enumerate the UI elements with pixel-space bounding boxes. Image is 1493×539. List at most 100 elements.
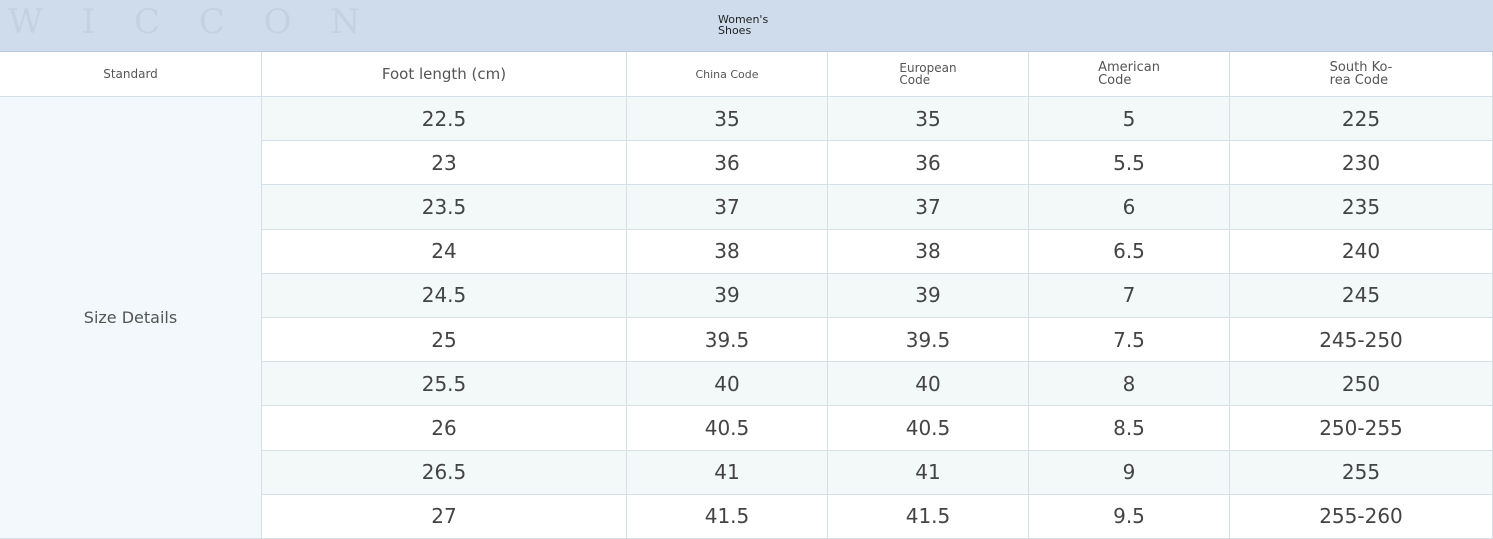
cell-text: 9.5 [1113, 504, 1145, 529]
cell-text: 255 [1341, 460, 1381, 485]
header-line: American [1098, 60, 1160, 75]
header-text: China Code [695, 69, 758, 80]
table-cell: 9.5 [1029, 494, 1230, 539]
table-cell: 240 [1230, 229, 1493, 274]
table-cell: 245 [1230, 273, 1493, 318]
cell-text: 37 [915, 194, 941, 219]
column-header: American Code [1029, 52, 1230, 97]
cell-text: 5 [1122, 106, 1136, 131]
header-line: Code [899, 73, 931, 87]
cell-text: 8.5 [1113, 415, 1145, 440]
table-cell: 38 [627, 229, 828, 274]
cell-text: 36 [915, 150, 941, 175]
cell-text: 22.5 [421, 106, 467, 131]
table-cell: 36 [627, 141, 828, 186]
header-text: Foot length (cm) [381, 64, 507, 83]
table-cell: 39 [627, 273, 828, 318]
cell-text: 255-260 [1319, 504, 1403, 529]
table-cell: 23 [262, 141, 627, 186]
table-cell: 36 [828, 141, 1029, 186]
table-cell: 230 [1230, 141, 1493, 186]
header-text: South Ko-rea Code [1330, 61, 1393, 87]
row-label-cell: Size Details [0, 97, 262, 539]
title-band: Women's Shoes [0, 0, 1493, 52]
table-cell: 27 [262, 494, 627, 539]
cell-text: 36 [714, 150, 740, 175]
table-cell: 26 [262, 406, 627, 451]
table-cell: 35 [627, 97, 828, 142]
cell-text: 235 [1341, 194, 1381, 219]
cell-text: 23 [431, 150, 457, 175]
cell-text: 25 [431, 327, 457, 352]
header-text: American Code [1098, 61, 1160, 87]
cell-text: 250-255 [1319, 415, 1403, 440]
cell-text: 40 [714, 371, 740, 396]
header-line: European [899, 61, 957, 75]
table-cell: 40.5 [627, 406, 828, 451]
table-cell: 255-260 [1230, 494, 1493, 539]
cell-text: 9 [1122, 460, 1136, 485]
cell-text: 39 [714, 283, 740, 308]
cell-text: 240 [1341, 239, 1381, 264]
table-cell: 39 [828, 273, 1029, 318]
header-line: Code [1098, 73, 1132, 88]
cell-text: 6.5 [1113, 239, 1145, 264]
table-cell: 8 [1029, 362, 1230, 407]
table-cell: 35 [828, 97, 1029, 142]
table-cell: 6 [1029, 185, 1230, 230]
table-cell: 6.5 [1029, 229, 1230, 274]
table-cell: 40 [828, 362, 1029, 407]
cell-text: 39 [915, 283, 941, 308]
cell-text: 6 [1122, 194, 1136, 219]
cell-text: 40.5 [905, 415, 951, 440]
table-cell: 37 [627, 185, 828, 230]
cell-text: 41 [915, 460, 941, 485]
table-cell: 40.5 [828, 406, 1029, 451]
table-cell: 41.5 [627, 494, 828, 539]
header-line: China Code [695, 67, 759, 81]
column-header: South Ko-rea Code [1230, 52, 1493, 97]
table-cell: 245-250 [1230, 318, 1493, 363]
cell-text: 24.5 [421, 283, 467, 308]
cell-text: 27 [431, 504, 457, 529]
cell-text: 39.5 [704, 327, 750, 352]
cell-text: 40 [915, 371, 941, 396]
cell-text: 38 [714, 239, 740, 264]
header-line: rea Code [1329, 73, 1389, 88]
row-label: Size Details [83, 308, 178, 327]
cell-text: 38 [915, 239, 941, 264]
table-cell: 41.5 [828, 494, 1029, 539]
column-header: China Code [627, 52, 828, 97]
cell-text: 8 [1122, 371, 1136, 396]
table-cell: 25 [262, 318, 627, 363]
column-header: European Code [828, 52, 1029, 97]
header-line: South Ko- [1329, 60, 1393, 75]
table-cell: 9 [1029, 450, 1230, 495]
cell-text: 245 [1341, 283, 1381, 308]
header-line: Foot length (cm) [381, 64, 507, 83]
cell-text: 35 [915, 106, 941, 131]
cell-text: 26 [431, 415, 457, 440]
cell-text: 245-250 [1319, 327, 1403, 352]
table-cell: 250-255 [1230, 406, 1493, 451]
cell-text: 7.5 [1113, 327, 1145, 352]
header-text: Standard [103, 68, 158, 80]
table-cell: 38 [828, 229, 1029, 274]
title-line: Shoes [718, 24, 752, 37]
table-cell: 8.5 [1029, 406, 1230, 451]
cell-text: 41.5 [905, 504, 951, 529]
table-cell: 22.5 [262, 97, 627, 142]
column-header: Standard [0, 52, 262, 97]
table-cell: 5 [1029, 97, 1230, 142]
table-cell: 41 [828, 450, 1029, 495]
table-cell: 250 [1230, 362, 1493, 407]
table-cell: 7 [1029, 273, 1230, 318]
cell-text: 41.5 [704, 504, 750, 529]
table-cell: 255 [1230, 450, 1493, 495]
table-cell: 5.5 [1029, 141, 1230, 186]
title: Women's Shoes [718, 14, 768, 36]
header-line: Standard [103, 67, 158, 81]
table-cell: 24.5 [262, 273, 627, 318]
table-cell: 26.5 [262, 450, 627, 495]
table-cell: 7.5 [1029, 318, 1230, 363]
